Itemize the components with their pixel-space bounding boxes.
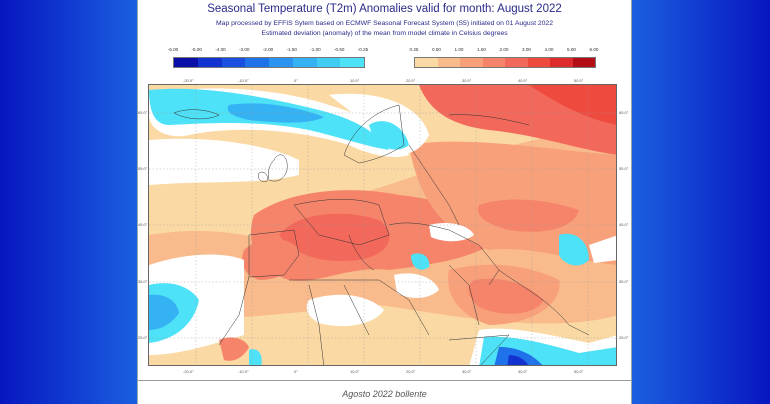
colorbar-positive — [414, 57, 596, 68]
map-panel: Seasonal Temperature (T2m) Anomalies val… — [137, 0, 632, 404]
x-tick-top: 20.0° — [406, 78, 416, 83]
x-tick-top: -10.0° — [238, 78, 249, 83]
cbar-label: 6.00 — [589, 47, 599, 52]
colorbar-positive-labels: 0.25 0.50 1.00 1.50 2.00 3.00 4.00 5.00 … — [410, 47, 599, 55]
colorbar-negative — [173, 57, 365, 68]
y-tick-left: 45.0° — [138, 222, 148, 227]
x-tick-bottom: 20.0° — [406, 369, 416, 374]
cbar-label: 5.00 — [567, 47, 576, 52]
caption-divider — [138, 380, 631, 381]
y-tick-right: 65.0° — [619, 110, 629, 115]
colorbar-swatch — [316, 58, 341, 67]
x-tick-top: 50.0° — [574, 78, 584, 83]
colorbar-swatch — [550, 58, 573, 67]
cbar-label: 4.00 — [544, 47, 554, 52]
anomaly-map — [148, 84, 617, 366]
x-tick-top: 0° — [294, 78, 298, 83]
colorbar-swatch — [221, 58, 246, 67]
x-tick-top: 40.0° — [518, 78, 528, 83]
y-tick-right: 25.0° — [619, 335, 629, 340]
colorbar-swatch — [572, 58, 595, 67]
colorbar-swatch — [245, 58, 269, 67]
colorbar-swatch — [505, 58, 528, 67]
x-tick-bottom: -10.0° — [238, 369, 249, 374]
cbar-label: -4.00 — [215, 47, 226, 52]
anomaly-map-svg — [149, 85, 616, 365]
x-tick-top: -20.0° — [183, 78, 194, 83]
y-tick-right: 55.0° — [619, 166, 629, 171]
colorbar-swatch — [527, 58, 550, 67]
y-tick-left: 35.0° — [138, 279, 148, 284]
colorbar-swatch — [197, 58, 222, 67]
x-tick-bottom: 10.0° — [350, 369, 360, 374]
colorbar-negative-labels: -6.00 -5.00 -4.00 -3.00 -2.00 -1.50 -1.0… — [168, 47, 368, 55]
cbar-label: -5.00 — [191, 47, 202, 52]
x-tick-top: 30.0° — [462, 78, 472, 83]
y-tick-right: 35.0° — [619, 279, 629, 284]
colorbar-swatch — [269, 58, 293, 67]
map-title: Seasonal Temperature (T2m) Anomalies val… — [207, 3, 562, 15]
colorbar-swatch — [437, 58, 460, 67]
colorbar-swatch — [482, 58, 505, 67]
image-caption: Agosto 2022 bollente — [342, 389, 427, 399]
cbar-label: -0.50 — [334, 47, 345, 52]
cbar-label: -1.50 — [286, 47, 297, 52]
y-tick-right: 45.0° — [619, 222, 629, 227]
x-tick-top: 10.0° — [350, 78, 360, 83]
cbar-label: 1.50 — [477, 47, 486, 52]
colorbar-swatch — [174, 58, 198, 67]
y-tick-left: 55.0° — [138, 166, 148, 171]
colorbar-swatch — [460, 58, 483, 67]
x-tick-bottom: 40.0° — [518, 369, 528, 374]
cbar-label: -6.00 — [167, 47, 179, 52]
colorbar-swatch — [292, 58, 317, 67]
cbar-label: -0.25 — [357, 47, 369, 52]
x-tick-bottom: 30.0° — [462, 369, 472, 374]
y-tick-left: 65.0° — [138, 110, 148, 115]
x-tick-bottom: 0° — [294, 369, 298, 374]
map-subtitle-source: Map processed by EFFIS Sytem based on EC… — [216, 20, 553, 27]
colorbar-swatch — [340, 58, 364, 67]
x-tick-bottom: 50.0° — [574, 369, 584, 374]
map-subtitle-units: Estimated deviation (anomaly) of the mea… — [261, 30, 508, 37]
cbar-label: -1.00 — [310, 47, 321, 52]
cbar-label: 1.00 — [454, 47, 464, 52]
cbar-label: 0.50 — [432, 47, 441, 52]
colorbar-swatch — [415, 58, 438, 67]
cbar-label: -3.00 — [239, 47, 250, 52]
cbar-label: 2.00 — [499, 47, 509, 52]
y-tick-left: 25.0° — [138, 335, 148, 340]
x-tick-bottom: -20.0° — [183, 369, 194, 374]
cbar-label: 0.25 — [409, 47, 419, 52]
cbar-label: 3.00 — [522, 47, 531, 52]
cbar-label: -2.00 — [262, 47, 274, 52]
